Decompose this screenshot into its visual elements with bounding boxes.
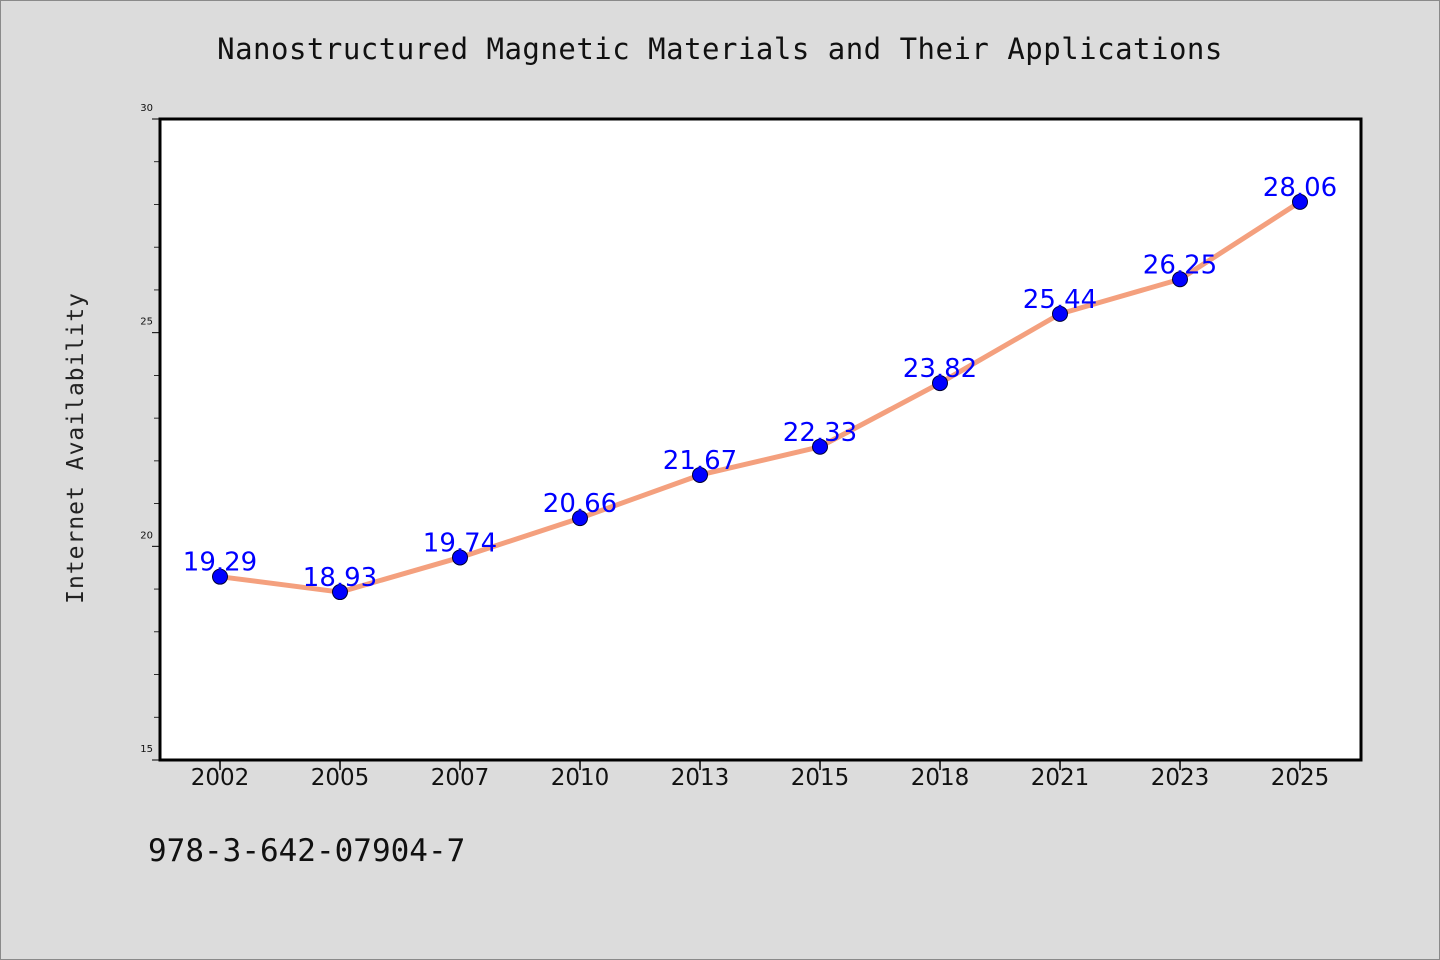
data-label: 19.74 bbox=[423, 528, 497, 558]
x-tick-label: 2018 bbox=[911, 765, 970, 791]
data-label: 22.33 bbox=[783, 418, 857, 448]
x-tick-label: 2002 bbox=[191, 765, 250, 791]
x-tick-label: 2021 bbox=[1031, 765, 1090, 791]
data-label: 21.67 bbox=[663, 446, 737, 476]
data-point bbox=[212, 568, 228, 585]
y-tick-label: 15 bbox=[140, 744, 153, 755]
plot-border bbox=[158, 117, 1363, 762]
x-tick-label: 2010 bbox=[551, 765, 610, 791]
data-label: 20.66 bbox=[543, 489, 617, 519]
y-axis-ticks: 15 20 25 30 bbox=[140, 103, 160, 761]
data-point bbox=[332, 584, 348, 601]
data-point bbox=[572, 510, 588, 527]
y-tick-label: 30 bbox=[140, 103, 153, 114]
data-point bbox=[1172, 271, 1188, 288]
y-tick-label: 25 bbox=[140, 317, 153, 328]
isbn-text: 978-3-642-07904-7 bbox=[148, 833, 466, 869]
data-label: 23.82 bbox=[903, 354, 977, 384]
data-labels: 19.29 18.93 19.74 20.66 21.67 22.33 23.82 25.44… bbox=[183, 173, 1337, 593]
x-tick-label: 2005 bbox=[311, 765, 370, 791]
data-label: 28.06 bbox=[1263, 173, 1337, 203]
x-axis-ticks: 2002 2005 2007 2010 2013 2015 2018 2021 2023 2025 bbox=[191, 760, 1330, 791]
data-point bbox=[1292, 193, 1308, 210]
data-label: 26.25 bbox=[1143, 250, 1217, 280]
data-label: 25.44 bbox=[1023, 285, 1097, 315]
x-tick-label: 2015 bbox=[791, 765, 850, 791]
data-label: 18.93 bbox=[303, 563, 377, 593]
plot-area bbox=[160, 119, 1361, 760]
data-point bbox=[452, 549, 468, 566]
x-tick-label: 2023 bbox=[1151, 765, 1210, 791]
series-line bbox=[217, 199, 1303, 595]
series-markers bbox=[212, 193, 1308, 601]
x-tick-label: 2007 bbox=[431, 765, 490, 791]
y-tick-label: 20 bbox=[140, 530, 153, 541]
x-tick-label: 2025 bbox=[1271, 765, 1330, 791]
x-tick-label: 2013 bbox=[671, 765, 730, 791]
data-point bbox=[1052, 305, 1068, 322]
data-point bbox=[932, 375, 948, 392]
chart-title: Nanostructured Magnetic Materials and Th… bbox=[217, 32, 1223, 66]
data-point bbox=[692, 466, 708, 483]
data-point bbox=[812, 438, 828, 455]
data-label: 19.29 bbox=[183, 548, 257, 578]
